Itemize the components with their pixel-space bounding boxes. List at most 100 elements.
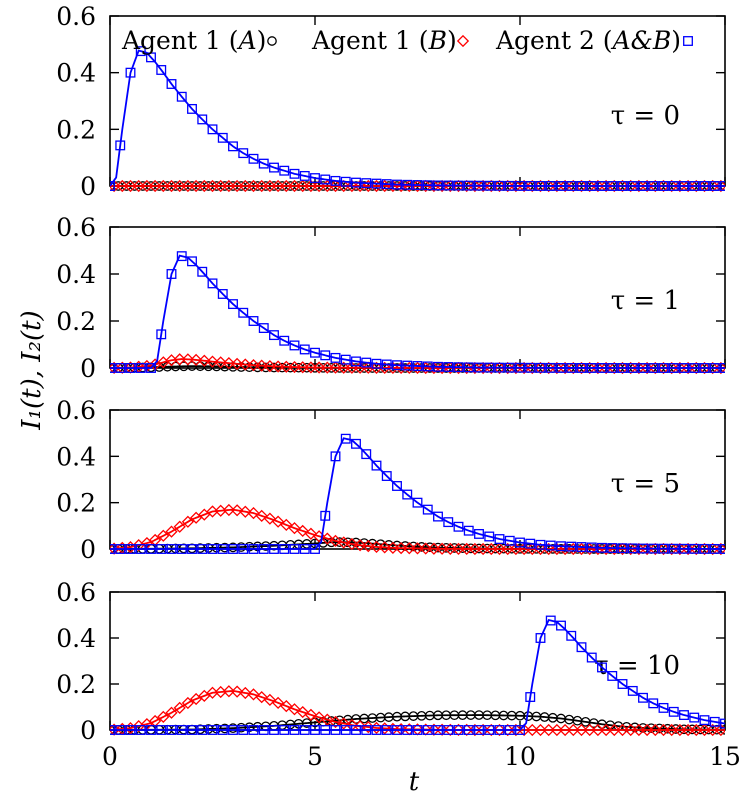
series-line — [110, 49, 725, 187]
data-point — [110, 181, 115, 191]
data-point — [558, 723, 572, 737]
data-point — [558, 179, 572, 193]
panel-5: 0 0.2 0.4 0.6 τ = 5 — [56, 396, 726, 564]
data-point — [474, 362, 484, 373]
data-point — [591, 723, 605, 737]
data-point — [638, 181, 648, 191]
data-point — [371, 460, 382, 471]
data-point — [310, 347, 320, 358]
data-point — [340, 176, 351, 187]
data-point — [679, 710, 689, 721]
data-point — [668, 543, 679, 554]
data-point — [640, 723, 654, 737]
data-point — [535, 362, 546, 373]
data-point — [304, 179, 318, 193]
data-point — [330, 725, 341, 735]
data-point — [146, 52, 156, 63]
data-point — [299, 344, 310, 355]
data-point — [381, 471, 392, 481]
data-point — [402, 179, 413, 190]
data-point — [403, 542, 416, 555]
data-point — [526, 723, 539, 737]
y-tick-label: 0.6 — [56, 396, 96, 425]
legend-marker — [267, 36, 277, 46]
data-point — [288, 360, 301, 374]
data-point — [370, 540, 383, 554]
data-point — [230, 685, 244, 698]
data-point — [452, 179, 465, 193]
data-point — [258, 158, 269, 169]
data-point — [329, 361, 342, 374]
data-point — [135, 46, 146, 57]
data-point — [288, 703, 301, 716]
data-point — [361, 178, 372, 189]
data-point — [392, 179, 402, 190]
data-point — [362, 539, 375, 553]
data-point — [453, 725, 464, 735]
y-tick-label: 0.6 — [56, 2, 96, 31]
data-point — [699, 543, 710, 554]
data-point — [238, 725, 249, 735]
data-point — [135, 725, 146, 735]
data-point — [556, 362, 566, 373]
data-point — [504, 535, 515, 546]
data-point — [320, 350, 331, 361]
data-point — [515, 725, 525, 735]
data-point — [668, 363, 679, 373]
data-point — [640, 179, 654, 193]
data-point — [280, 518, 293, 532]
data-point — [698, 179, 711, 193]
data-point — [269, 544, 279, 554]
data-point — [720, 718, 725, 729]
data-point — [586, 363, 597, 373]
y-tick-label: 0.4 — [56, 260, 96, 289]
data-point — [586, 181, 597, 191]
data-point — [116, 179, 129, 193]
data-point — [230, 357, 244, 370]
data-point — [412, 497, 423, 508]
data-point — [534, 542, 547, 556]
data-point — [597, 542, 607, 553]
data-point — [189, 511, 203, 524]
data-point — [189, 179, 203, 193]
data-point — [597, 662, 607, 673]
data-point — [156, 65, 167, 75]
data-point — [296, 361, 309, 374]
data-point — [271, 696, 285, 709]
data-point — [228, 141, 238, 152]
data-point — [206, 355, 219, 368]
data-point — [576, 542, 587, 552]
data-point — [280, 179, 293, 193]
data-point — [638, 543, 648, 554]
data-point — [392, 481, 402, 491]
data-point — [599, 723, 613, 737]
y-tick-label: 0.2 — [56, 115, 96, 144]
data-point — [165, 706, 178, 719]
data-point — [535, 180, 546, 191]
data-point — [173, 179, 186, 193]
data-point — [351, 177, 361, 188]
data-point — [714, 179, 725, 193]
data-point — [658, 363, 669, 373]
data-point — [361, 357, 372, 368]
data-point — [310, 725, 320, 735]
data-point — [140, 179, 154, 193]
data-point — [599, 179, 613, 193]
data-point — [525, 692, 536, 702]
data-point — [258, 544, 269, 554]
data-point — [381, 359, 392, 370]
data-point — [566, 181, 577, 191]
data-point — [617, 679, 628, 689]
data-point — [351, 725, 361, 735]
y-tick-label: 0 — [80, 172, 96, 201]
data-point — [556, 181, 566, 191]
series-line — [110, 254, 725, 369]
data-point — [412, 725, 423, 735]
data-point — [135, 363, 146, 373]
data-point — [586, 652, 597, 663]
data-point — [427, 179, 441, 193]
data-point — [228, 299, 238, 310]
data-point — [422, 504, 433, 515]
y-tick-label: 0.6 — [56, 213, 96, 242]
data-point — [207, 544, 218, 554]
